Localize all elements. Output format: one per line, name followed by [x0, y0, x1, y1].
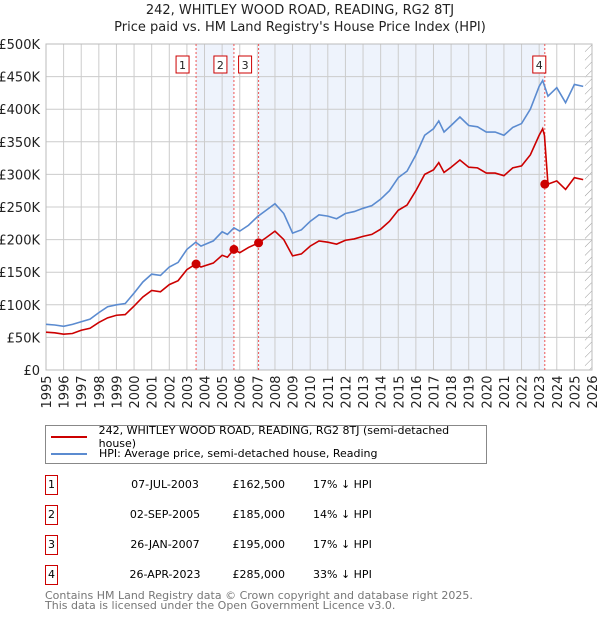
sale-point	[229, 244, 239, 254]
x-tick-label: 2013	[357, 375, 372, 408]
sale-date: 07-JUL-2003	[131, 478, 199, 491]
sale-point	[254, 238, 264, 248]
y-tick-label: £250K	[0, 201, 40, 216]
sale-label: 3	[242, 59, 249, 72]
legend-blue-label: HPI: Average price, semi-detached house,…	[99, 447, 378, 460]
sale-hpi-diff: 17% ↓ HPI	[313, 478, 372, 491]
sale-label-box	[532, 55, 547, 74]
x-tick-label: 2012	[339, 375, 354, 408]
x-tick-label: 2017	[427, 375, 442, 408]
x-tick-label: 2018	[445, 375, 460, 408]
y-tick-label: £100K	[0, 299, 40, 314]
legend-red-label: 242, WHITLEY WOOD ROAD, READING, RG2 8TJ…	[98, 423, 450, 450]
x-tick-label: 2024	[551, 375, 566, 408]
x-tick-label: 2006	[234, 375, 249, 408]
footer-line-1: Contains HM Land Registry data © Crown c…	[45, 589, 473, 602]
x-tick-label: 2026	[586, 375, 600, 408]
sale-label-box	[175, 55, 190, 74]
y-tick-label: £500K	[0, 38, 40, 53]
plot-border	[45, 43, 593, 371]
plot-area: £0 £50K £100K £150K £200K £250K £300K £350K £400…	[0, 38, 600, 409]
y-tick-label: £350K	[0, 136, 40, 151]
x-tick-label: 2000	[128, 375, 143, 408]
hpi-line	[45, 78, 584, 328]
x-tick-label: 2022	[516, 375, 531, 408]
sale-row: 1 07-JUL-2003 £162,500 17% ↓ HPI	[45, 475, 445, 495]
sale-number: 2	[45, 505, 58, 525]
sale-number: 4	[45, 565, 58, 585]
x-tick-label: 2004	[199, 375, 214, 408]
x-tick-label: 2025	[568, 375, 583, 408]
sale-price: £195,000	[232, 538, 286, 551]
sale-point	[191, 259, 201, 269]
x-tick-label: 2002	[163, 375, 178, 408]
x-tick-label: 1996	[58, 375, 73, 408]
footer-line-2: This data is licensed under the Open Gov…	[45, 599, 396, 612]
x-tick-label: 2008	[269, 375, 284, 408]
x-tick-label: 2016	[410, 375, 425, 408]
sale-hpi-diff: 17% ↓ HPI	[313, 538, 372, 551]
chart-subtitle: Price paid vs. HM Land Registry's House …	[114, 20, 486, 35]
legend-red-line	[51, 435, 87, 438]
sale-row: 3 26-JAN-2007 £195,000 17% ↓ HPI	[45, 535, 445, 555]
x-tick-label: 2015	[392, 375, 407, 408]
x-tick-label: 2009	[287, 375, 302, 408]
sale-row: 2 02-SEP-2005 £185,000 14% ↓ HPI	[45, 505, 445, 525]
legend: 242, WHITLEY WOOD ROAD, READING, RG2 8TJ…	[45, 423, 487, 464]
y-tick-label: £200K	[0, 234, 40, 249]
y-tick-label: £300K	[0, 168, 40, 183]
x-tick-label: 2019	[463, 375, 478, 408]
sale-price: £185,000	[232, 508, 286, 521]
sale-label: 2	[217, 59, 224, 72]
x-tick-label: 2011	[322, 375, 337, 408]
sale-number: 1	[45, 475, 58, 495]
y-tick-label: £150K	[0, 266, 40, 281]
x-tick-label: 1995	[40, 375, 55, 408]
price-paid-line	[45, 126, 584, 335]
sale-label-box	[213, 55, 228, 74]
x-tick-label: 2003	[181, 375, 196, 408]
sale-row: 4 26-APR-2023 £285,000 33% ↓ HPI	[45, 565, 445, 585]
x-tick-label: 2010	[304, 375, 319, 408]
x-tick-label: 1999	[110, 375, 125, 408]
chart-title: 242, WHITLEY WOOD ROAD, READING, RG2 8TJ	[145, 3, 455, 18]
sale-number: 3	[45, 535, 58, 555]
x-tick-label: 2014	[375, 375, 390, 408]
sale-date: 26-APR-2023	[129, 568, 201, 581]
sale-price: £285,000	[232, 568, 286, 581]
sale-date: 26-JAN-2007	[130, 538, 200, 551]
sale-price: £162,500	[232, 478, 286, 491]
x-tick-label: 1998	[93, 375, 108, 408]
sale-label: 1	[179, 59, 186, 72]
y-tick-label: £50K	[7, 331, 41, 346]
sale-label-box	[238, 55, 253, 74]
sale-point	[540, 179, 550, 189]
y-tick-label: £400K	[0, 103, 40, 118]
sale-hpi-diff: 33% ↓ HPI	[313, 568, 372, 581]
x-tick-label: 2005	[216, 375, 231, 408]
y-tick-label: £450K	[0, 71, 40, 86]
x-tick-label: 2021	[498, 375, 513, 408]
x-tick-label: 2007	[251, 375, 266, 408]
x-tick-label: 2001	[146, 375, 161, 408]
footer: Contains HM Land Registry data © Crown c…	[45, 589, 473, 612]
sale-hpi-diff: 14% ↓ HPI	[313, 508, 372, 521]
sale-date: 02-SEP-2005	[129, 508, 201, 521]
sale-label: 4	[536, 59, 543, 72]
x-tick-label: 2023	[533, 375, 548, 408]
x-tick-label: 2020	[480, 375, 495, 408]
legend-blue-line	[51, 452, 87, 455]
y-tick-label: £0	[23, 364, 40, 379]
x-tick-label: 1997	[75, 375, 90, 408]
